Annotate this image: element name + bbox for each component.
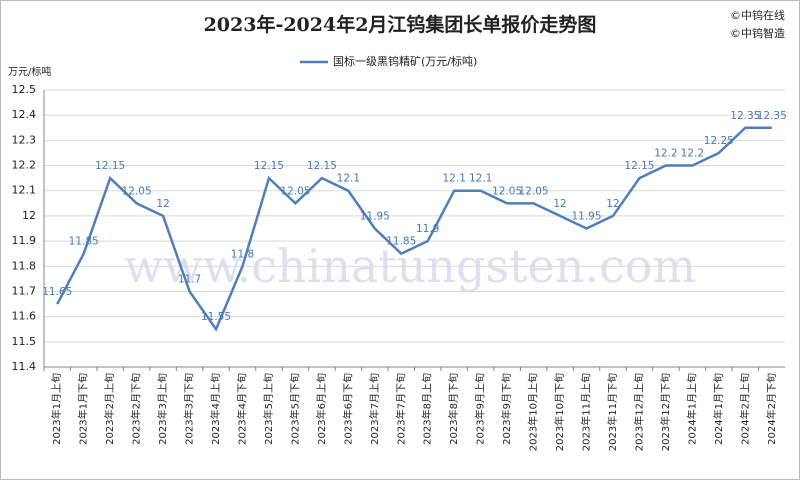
line xyxy=(56,126,772,332)
data-label: 11.95 xyxy=(571,211,601,223)
data-label: 11.65 xyxy=(42,286,72,298)
x-tick-label: 2023年10月上旬 xyxy=(527,373,540,451)
data-label: 12.15 xyxy=(307,160,337,172)
data-label: 12.25 xyxy=(704,135,734,147)
x-tick-label: 2024年2月上旬 xyxy=(738,373,751,445)
x-tick-label: 2023年10月下旬 xyxy=(553,373,566,451)
data-label: 12.15 xyxy=(254,160,284,172)
y-tick-label: 12.1 xyxy=(12,184,37,197)
x-tick-label: 2023年6月下旬 xyxy=(341,373,354,445)
data-label: 12 xyxy=(156,198,169,210)
x-tick-label: 2024年2月下旬 xyxy=(765,373,778,445)
x-tick-label: 2023年9月下旬 xyxy=(500,373,513,445)
data-label: 12.05 xyxy=(492,185,522,197)
x-tick-label: 2023年2月下旬 xyxy=(130,373,143,445)
y-tick-label: 12.3 xyxy=(12,133,37,146)
y-tick-label: 12.5 xyxy=(12,83,37,96)
data-label: 12.05 xyxy=(519,185,549,197)
data-label: 12.1 xyxy=(337,173,360,185)
data-label: 11.55 xyxy=(201,311,231,323)
x-tick-label: 2023年11月上旬 xyxy=(580,373,593,451)
data-label: 12.15 xyxy=(624,160,654,172)
y-tick-label: 11.7 xyxy=(12,284,37,297)
x-tick-label: 2023年9月上旬 xyxy=(474,373,487,445)
copyright: ©中钨智造 xyxy=(730,26,785,40)
y-tick-label: 12.2 xyxy=(12,159,37,172)
legend-label: 国标一级黑钨精矿(万元/标吨) xyxy=(333,54,477,68)
y-axis-label: 万元/标吨 xyxy=(8,65,51,78)
x-tick-label: 2023年4月下旬 xyxy=(235,373,248,445)
x-tick-label: 2023年6月上旬 xyxy=(315,373,328,445)
data-label: 11.7 xyxy=(178,273,201,285)
y-tick-label: 12 xyxy=(22,209,36,222)
x-tick-label: 2023年1月上旬 xyxy=(50,373,63,445)
chart-title: 2023年-2024年2月江钨集团长单报价走势图 xyxy=(204,13,597,36)
x-tick-label: 2023年4月上旬 xyxy=(209,373,222,445)
copyright: ©中钨在线 xyxy=(730,8,785,22)
y-tick-label: 11.9 xyxy=(12,234,37,247)
x-tick-label: 2023年5月下旬 xyxy=(288,373,301,445)
x-tick-label: 2023年7月下旬 xyxy=(394,373,407,445)
data-label: 11.85 xyxy=(69,236,99,248)
x-tick-label: 2023年8月下旬 xyxy=(447,373,460,445)
y-tick-label: 11.4 xyxy=(12,360,37,373)
data-label: 11.9 xyxy=(416,223,439,235)
x-tick-label: 2023年12月下旬 xyxy=(659,373,672,451)
data-label: 12 xyxy=(606,198,619,210)
x-tick-label: 2023年1月下旬 xyxy=(77,373,90,445)
data-label: 12.35 xyxy=(730,110,760,122)
data-label: 12.15 xyxy=(95,160,125,172)
data-label: 12.35 xyxy=(757,110,787,122)
x-tick-label: 2023年12月上旬 xyxy=(632,373,645,451)
data-label: 12.05 xyxy=(280,185,310,197)
x-tick-label: 2023年3月上旬 xyxy=(156,373,169,445)
data-label: 11.85 xyxy=(386,236,416,248)
data-label: 12 xyxy=(553,198,566,210)
data-label: 11.95 xyxy=(360,211,390,223)
x-tick-label: 2023年11月下旬 xyxy=(606,373,619,451)
data-label: 12.1 xyxy=(469,173,492,185)
x-tick-label: 2024年1月下旬 xyxy=(712,373,725,445)
y-tick-label: 11.8 xyxy=(12,259,37,272)
data-label: 11.8 xyxy=(231,248,254,260)
y-tick-label: 12.4 xyxy=(12,108,37,121)
x-tick-label: 2023年5月上旬 xyxy=(262,373,275,445)
data-label: 12.2 xyxy=(681,148,704,160)
x-tick-label: 2023年8月上旬 xyxy=(421,373,434,445)
y-tick-label: 11.6 xyxy=(12,310,37,323)
x-tick-label: 2023年7月上旬 xyxy=(368,373,381,445)
data-label: 12.2 xyxy=(654,148,677,160)
x-tick-label: 2023年3月下旬 xyxy=(183,373,196,445)
y-tick-label: 11.5 xyxy=(12,335,37,348)
data-label: 12.05 xyxy=(122,185,152,197)
data-label: 12.1 xyxy=(443,173,466,185)
x-tick-label: 2023年2月上旬 xyxy=(103,373,116,445)
x-tick-label: 2024年1月上旬 xyxy=(685,373,698,445)
